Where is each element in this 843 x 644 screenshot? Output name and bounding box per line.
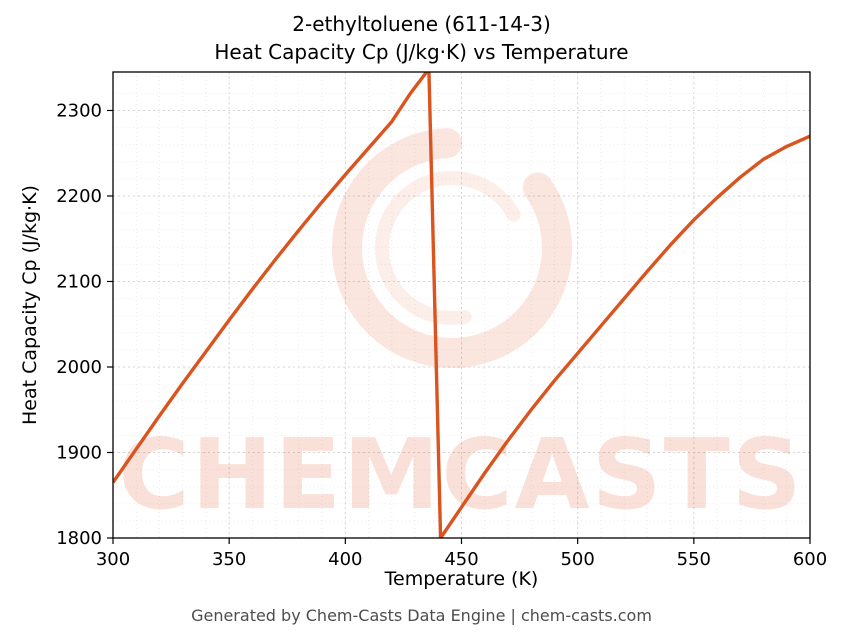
y-tick-label: 2000 (56, 357, 102, 378)
watermark: CHEMCASTS (118, 128, 803, 531)
tick-marks (107, 109, 811, 544)
x-tick-label: 500 (560, 549, 594, 570)
watermark-logo-icon (332, 128, 572, 368)
x-tick-label: 550 (677, 549, 711, 570)
chart-title-line2: Heat Capacity Cp (J/kg·K) vs Temperature (214, 40, 629, 64)
x-tick-label: 400 (328, 549, 362, 570)
y-tick-label: 1800 (56, 528, 102, 549)
watermark-text: CHEMCASTS (118, 418, 803, 531)
y-tick-label: 2200 (56, 186, 102, 207)
data-line-cp (113, 72, 810, 538)
chart-title-line1: 2-ethyltoluene (611-14-3) (292, 12, 551, 36)
y-tick-label: 2100 (56, 271, 102, 292)
x-axis-label: Temperature (K) (384, 568, 539, 590)
x-tick-label: 350 (212, 549, 246, 570)
x-tick-label: 600 (793, 549, 827, 570)
y-tick-label: 1900 (56, 442, 102, 463)
tick-labels: 300 350 400 450 500 550 600 1800 1900 2000 2100 220… (56, 100, 827, 570)
chart-title: 2-ethyltoluene (611-14-3) Heat Capacity … (0, 10, 843, 66)
footer-caption: Generated by Chem-Casts Data Engine | ch… (191, 606, 652, 625)
watermark-logo-inner (375, 171, 529, 325)
y-tick-label: 2300 (56, 100, 102, 121)
x-tick-label: 450 (444, 549, 478, 570)
x-tick-label: 300 (96, 549, 130, 570)
